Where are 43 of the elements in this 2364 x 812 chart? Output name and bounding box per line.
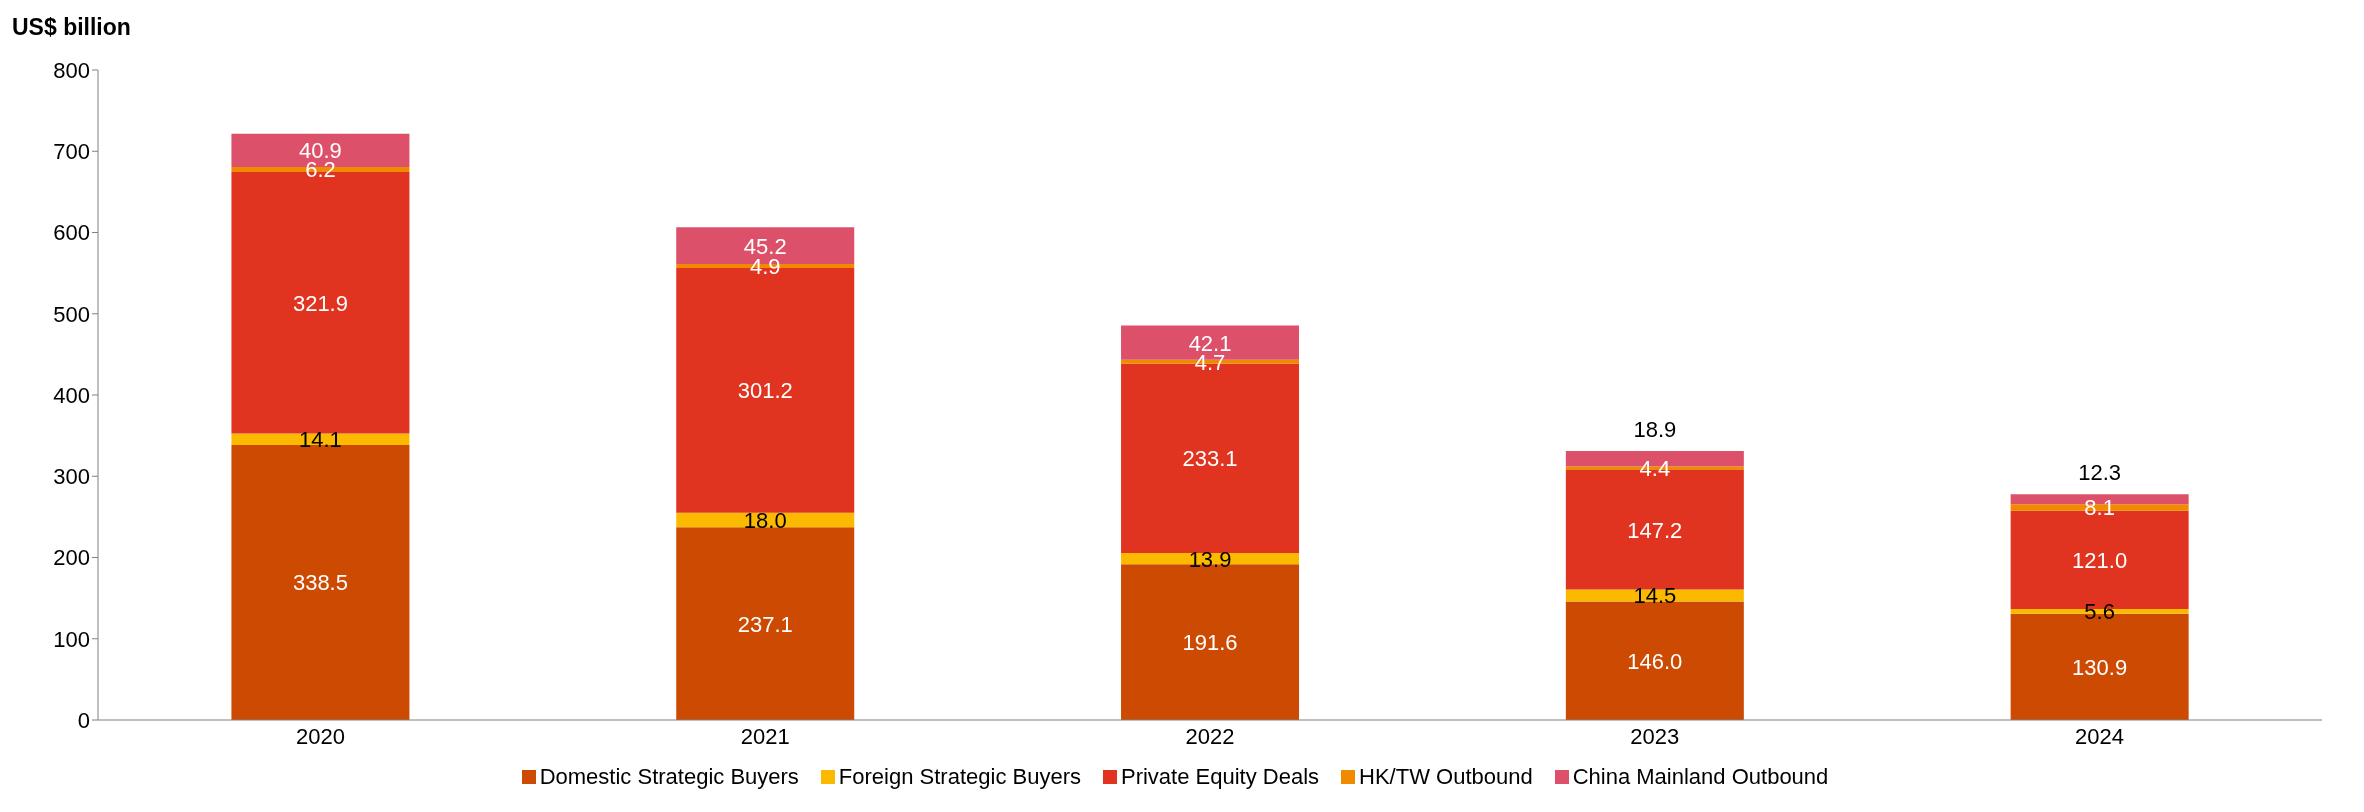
data-label: 42.1 <box>1188 330 1232 356</box>
data-label: 18.9 <box>1633 417 1677 443</box>
legend-label: Foreign Strategic Buyers <box>837 764 1081 790</box>
legend-label: HK/TW Outbound <box>1358 764 1533 790</box>
data-label: 147.2 <box>1627 517 1683 543</box>
data-label: 5.6 <box>2084 599 2115 625</box>
y-tick-label: 500 <box>53 301 90 327</box>
legend-label: Domestic Strategic Buyers <box>538 764 799 790</box>
data-label: 301.2 <box>737 378 793 404</box>
data-label: 338.5 <box>292 570 348 596</box>
y-tick-label: 100 <box>53 626 90 652</box>
x-tick-label: 2022 <box>1185 723 1235 749</box>
data-label: 146.0 <box>1627 648 1683 674</box>
legend-label: Private Equity Deals <box>1119 764 1320 790</box>
y-axis-title: US$ billion <box>12 14 131 41</box>
bar <box>1565 601 1744 720</box>
data-label: 130.9 <box>2072 654 2128 680</box>
data-label: 8.1 <box>2084 495 2115 521</box>
x-tick-label: 2021 <box>740 723 790 749</box>
data-label: 14.1 <box>299 427 342 453</box>
x-tick-label: 2023 <box>1630 723 1680 749</box>
data-label: 14.5 <box>1633 583 1677 609</box>
data-label: 191.6 <box>1182 630 1238 656</box>
data-label: 233.1 <box>1182 446 1238 472</box>
data-label: 18.0 <box>743 508 787 534</box>
data-label: 12.3 <box>2078 460 2122 486</box>
y-tick-label: 700 <box>53 139 90 165</box>
bar <box>676 527 855 720</box>
y-tick-label: 300 <box>53 464 90 490</box>
legend-label: China Mainland Outbound <box>1571 764 1829 790</box>
y-tick-label: 400 <box>53 382 90 408</box>
x-tick-label: 2020 <box>295 723 345 749</box>
data-label: 13.9 <box>1188 546 1232 572</box>
data-label: 121.0 <box>2072 547 2128 573</box>
y-tick-label: 0 <box>77 707 90 733</box>
data-label: 6.2 <box>305 157 336 183</box>
y-tick-label: 600 <box>53 220 90 246</box>
y-tick-label: 800 <box>53 57 90 83</box>
data-label: 237.1 <box>737 611 793 637</box>
x-tick-label: 2024 <box>2075 723 2125 749</box>
data-label: 321.9 <box>292 290 348 316</box>
data-label: 4.4 <box>1639 456 1671 482</box>
y-tick-label: 200 <box>53 545 90 571</box>
